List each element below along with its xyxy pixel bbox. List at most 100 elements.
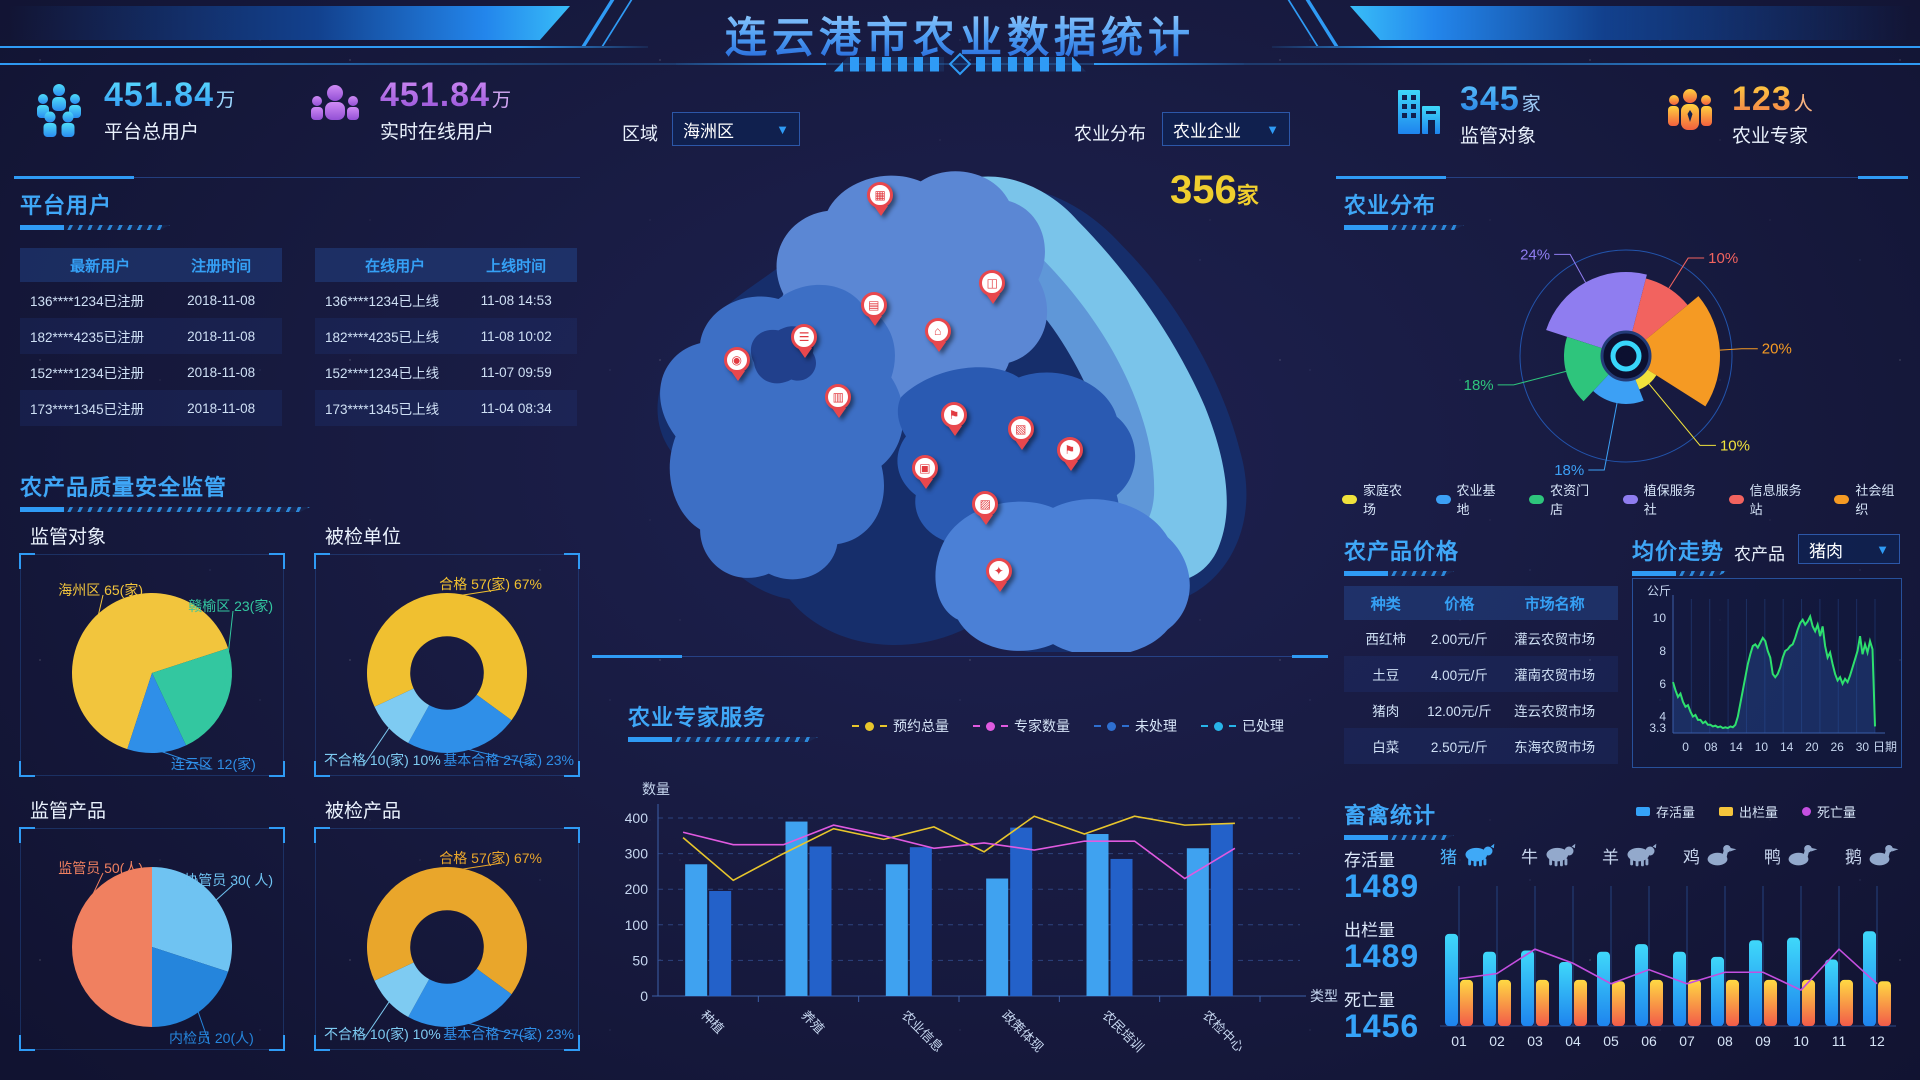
svg-text:09: 09 (1755, 1033, 1771, 1049)
svg-text:26: 26 (1830, 740, 1844, 754)
svg-text:合格 57(家) 67%: 合格 57(家) 67% (439, 576, 542, 592)
map-pin[interactable]: ◫ (979, 270, 1007, 308)
svg-text:03: 03 (1527, 1033, 1543, 1049)
animal-icon (1546, 843, 1576, 867)
legend-item[interactable]: 植保服务社 (1622, 480, 1705, 518)
animal-tab-鹅[interactable]: 鹅 (1845, 842, 1902, 869)
chart-label-supervise-objects: 监管对象 (30, 527, 107, 548)
legend-label: 家庭农场 (1362, 483, 1402, 517)
legend-item[interactable]: 死亡量 (1802, 802, 1856, 821)
svg-text:18%: 18% (1554, 462, 1584, 479)
legend-item[interactable]: 社会组织 (1834, 480, 1904, 518)
animal-name: 鹅 (1845, 848, 1862, 867)
distribution-select-value: 农业企业 (1173, 121, 1241, 141)
region-select[interactable]: 海洲区 ▼ (672, 112, 800, 146)
legend-label: 未处理 (1135, 718, 1177, 734)
expert-service-legend: 预约总量 专家数量 未处理 已处理 (852, 716, 1284, 736)
legend-item[interactable]: 家庭农场 (1342, 480, 1412, 518)
svg-text:不合格 10(家) 10%: 不合格 10(家) 10% (324, 1026, 441, 1042)
svg-text:10: 10 (1755, 740, 1769, 754)
svg-text:监管员 50(人): 监管员 50(人) (58, 860, 143, 876)
table-header-row: 种类 价格 市场名称 (1344, 586, 1618, 620)
map-pin[interactable]: ◉ (723, 346, 752, 385)
svg-text:农民培训: 农民培训 (1099, 1008, 1146, 1055)
section-title-price: 农产品价格 (1344, 539, 1460, 564)
experts-icon (1662, 84, 1718, 145)
svg-text:4: 4 (1659, 710, 1666, 724)
alive-label: 存活量 (1344, 851, 1395, 870)
map-pin[interactable]: ☰ (791, 324, 819, 362)
map-pin[interactable]: ▤ (860, 291, 889, 330)
map-pin[interactable]: ▥ (825, 383, 853, 422)
animal-tab-鸡[interactable]: 鸡 (1683, 842, 1740, 869)
region-select-value: 海洲区 (683, 121, 734, 141)
map-pin[interactable]: ⚑ (941, 401, 969, 440)
svg-text:养殖: 养殖 (798, 1008, 827, 1037)
legend-item[interactable]: 信息服务站 (1728, 480, 1811, 518)
checked-units-card: 合格 57(家) 67% 基本合格 27(家) 23% 不合格 10(家) 10% (314, 553, 580, 777)
legend-label: 社会组织 (1855, 483, 1895, 517)
title-underline (1344, 225, 1464, 230)
table-header-row: 在线用户 上线时间 (315, 248, 577, 282)
trend-product-select-value: 猪肉 (1809, 541, 1843, 561)
legend-item[interactable]: 未处理 (1094, 716, 1177, 736)
svg-text:20: 20 (1805, 740, 1819, 754)
supervise-products-card: 监管员 50(人) 协管员 30( 人) 内检员 20(人) (19, 827, 285, 1051)
online-users-table: 在线用户 上线时间 136****1234已上线 11-08 14:53 182****… (315, 248, 577, 426)
svg-text:50: 50 (632, 952, 648, 968)
table-row: 173****1345已上线 11-04 08:34 (315, 390, 577, 426)
map-pins-layer: ▦ ◫ ▤ ⌂ ☰ ◉ ▥ ⚑ ▧ ⚑ ▣ ▨ ✦ (600, 152, 1310, 652)
title-underline (628, 737, 818, 742)
animal-tab-鸭[interactable]: 鸭 (1764, 842, 1821, 869)
map-container: ▦ ◫ ▤ ⌂ ☰ ◉ ▥ ⚑ ▧ ⚑ ▣ ▨ ✦ (600, 152, 1310, 656)
svg-text:类型: 类型 (1310, 988, 1338, 1004)
svg-text:连云区 12(家): 连云区 12(家) (171, 756, 256, 772)
slaughter-label: 出栏量 (1344, 921, 1395, 940)
svg-text:08: 08 (1704, 740, 1718, 754)
svg-text:数量: 数量 (642, 781, 670, 797)
svg-text:20%: 20% (1762, 341, 1792, 358)
svg-text:政策体现: 政策体现 (999, 1008, 1046, 1055)
svg-text:14: 14 (1729, 740, 1743, 754)
title-underline (20, 225, 170, 230)
map-pin[interactable]: ▧ (1007, 416, 1036, 454)
map-pin[interactable]: ⌂ (924, 318, 953, 356)
map-pin[interactable]: ⚑ (1056, 437, 1085, 475)
distribution-label: 农业分布 (1074, 124, 1146, 144)
animal-name: 猪 (1440, 848, 1457, 867)
legend-item[interactable]: 农资门店 (1529, 480, 1599, 518)
map-pin[interactable]: ▦ (867, 181, 895, 220)
trend-product-select[interactable]: 猪肉 ▼ (1798, 534, 1900, 564)
supervised-count-label: 监管对象 (1460, 126, 1537, 147)
svg-text:200: 200 (625, 881, 649, 897)
bird-icon (1788, 844, 1818, 866)
svg-text:04: 04 (1565, 1033, 1581, 1049)
animal-icon (1465, 843, 1495, 867)
table-row: 136****1234已上线 11-08 14:53 (325, 292, 552, 310)
animal-tab-牛[interactable]: 牛 (1521, 842, 1578, 869)
agri-distribution-rose-chart: 24% 10% 20% 10% 18% 18% (1464, 246, 1792, 479)
supervised-count-value: 345 家 (1460, 80, 1542, 118)
animal-tab-羊[interactable]: 羊 (1602, 842, 1659, 869)
distribution-select[interactable]: 农业企业 ▼ (1162, 112, 1290, 146)
pin-glyph-icon: ▣ (919, 461, 931, 475)
animal-tab-猪[interactable]: 猪 (1440, 842, 1497, 869)
legend-item[interactable]: 农业基地 (1435, 480, 1506, 518)
legend-item[interactable]: 预约总量 (852, 716, 949, 736)
bird-icon (1707, 844, 1737, 866)
map-pin[interactable]: ✦ (985, 558, 1014, 596)
map-pin[interactable]: ▣ (911, 455, 940, 493)
pin-glyph-icon: ▧ (1015, 422, 1027, 436)
legend-item[interactable]: 专家数量 (973, 716, 1070, 736)
legend-item[interactable]: 存活量 (1636, 802, 1695, 821)
livestock-legend: 存活量 出栏量 死亡量 (1636, 802, 1856, 821)
realtime-users-label: 实时在线用户 (380, 122, 495, 143)
legend-item[interactable]: 已处理 (1201, 716, 1284, 736)
legend-item[interactable]: 出栏量 (1719, 802, 1778, 821)
map-pin[interactable]: ▨ (972, 490, 1000, 529)
svg-text:11: 11 (1832, 1033, 1847, 1049)
supervise-objects-card: 海州区 65(家) 赣榆区 23(家) 连云区 12(家) (19, 553, 285, 777)
legend-label: 农业基地 (1456, 483, 1496, 517)
users-group-icon (28, 77, 90, 144)
